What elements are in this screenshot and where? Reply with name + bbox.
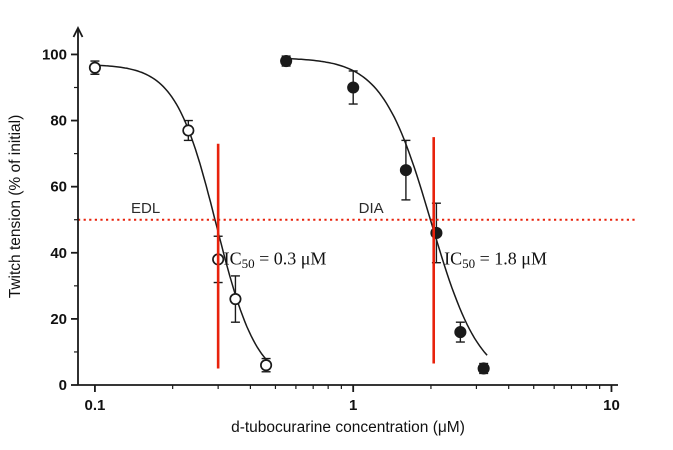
series-dia <box>280 55 490 375</box>
data-point-edl <box>182 124 195 137</box>
fit-curve-edl <box>94 64 267 360</box>
y-axis-label: Twitch tension (% of initial) <box>7 115 24 299</box>
x-tick-label: 1 <box>349 397 357 414</box>
fit-curve-dia <box>286 57 488 356</box>
y-tick-label: 0 <box>59 377 67 394</box>
data-point-edl <box>229 293 242 306</box>
series-label-edl: EDL <box>131 200 160 217</box>
y-tick-label: 60 <box>50 179 67 196</box>
x-tick-label: 10 <box>603 397 620 414</box>
data-point-dia <box>454 326 467 339</box>
data-point-dia <box>280 55 293 68</box>
data-point-edl <box>88 61 101 74</box>
x-tick-label: 0.1 <box>84 397 105 414</box>
ic50-label-dia: IC50 = 1.8 μM <box>444 248 547 271</box>
y-axis-arrow <box>72 25 84 38</box>
annotations-edl: EDL IC50 = 0.3 μM <box>131 143 327 369</box>
data-point-dia <box>347 81 360 94</box>
series-label-dia: DIA <box>359 200 384 217</box>
data-point-dia <box>477 362 490 375</box>
ic50-label-edl: IC50 = 0.3 μM <box>224 248 327 271</box>
x-axis-label: d-tubocurarine concentration (μM) <box>231 419 465 436</box>
y-tick-label: 40 <box>50 245 67 262</box>
y-tick-label: 20 <box>50 311 67 328</box>
y-tick-label: 100 <box>42 46 67 63</box>
y-tick-label: 80 <box>50 113 67 130</box>
series-edl <box>88 60 273 373</box>
data-point-edl <box>260 359 273 372</box>
data-point-dia <box>399 164 412 177</box>
annotations-dia: DIA IC50 = 1.8 μM <box>359 137 547 364</box>
